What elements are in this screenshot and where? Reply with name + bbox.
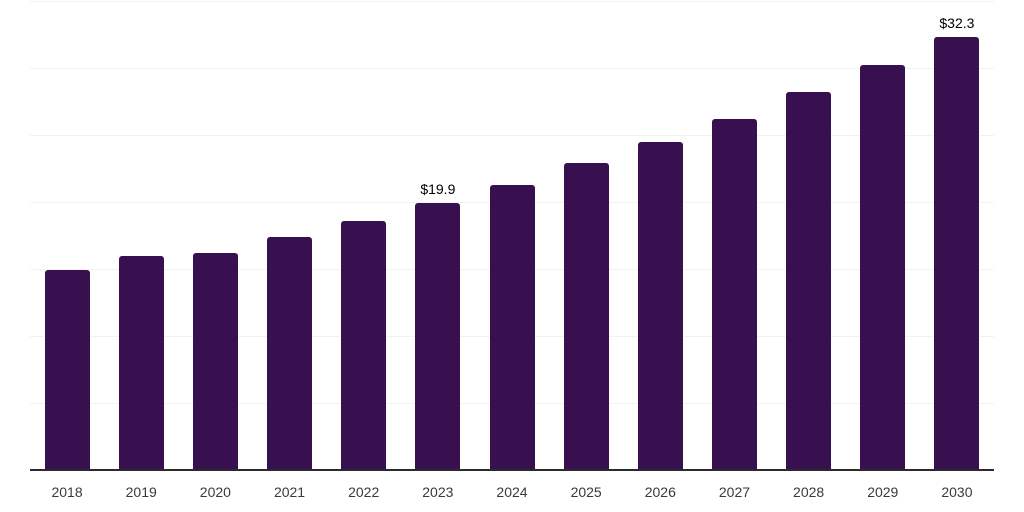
- bar-2030: [934, 37, 980, 470]
- x-tick-label-2020: 2020: [199, 484, 231, 500]
- bar-2023: [415, 203, 461, 470]
- x-axis-line: [30, 469, 994, 471]
- bar-2026: [637, 141, 683, 470]
- x-tick-label-2019: 2019: [125, 484, 157, 500]
- x-tick-label-2022: 2022: [348, 484, 380, 500]
- bar-value-label-2030: $32.3: [939, 15, 975, 32]
- x-tick-label-2026: 2026: [644, 484, 676, 500]
- bar-2025: [563, 163, 609, 470]
- bar-2021: [267, 236, 313, 470]
- x-tick-label-2023: 2023: [422, 484, 454, 500]
- x-tick-label-2030: 2030: [941, 484, 973, 500]
- bar-2029: [860, 65, 906, 470]
- gridline-35: [30, 1, 994, 2]
- x-tick-label-2029: 2029: [867, 484, 899, 500]
- bar-2028: [786, 92, 832, 470]
- bar-value-label-2023: $19.9: [420, 181, 456, 198]
- x-tick-label-2021: 2021: [273, 484, 306, 500]
- x-tick-label-2018: 2018: [51, 484, 83, 500]
- gridline-30: [30, 68, 994, 69]
- bar-2018: [44, 270, 90, 470]
- x-tick-label-2025: 2025: [570, 484, 602, 500]
- bar-2024: [489, 184, 535, 470]
- x-tick-label-2027: 2027: [718, 484, 751, 500]
- bar-2019: [118, 255, 164, 470]
- bar-2027: [711, 118, 757, 470]
- gridline-25: [30, 135, 994, 136]
- x-tick-label-2024: 2024: [496, 484, 528, 500]
- x-tick-label-2028: 2028: [793, 484, 825, 500]
- bar-2022: [341, 220, 387, 470]
- bar-2020: [192, 252, 238, 470]
